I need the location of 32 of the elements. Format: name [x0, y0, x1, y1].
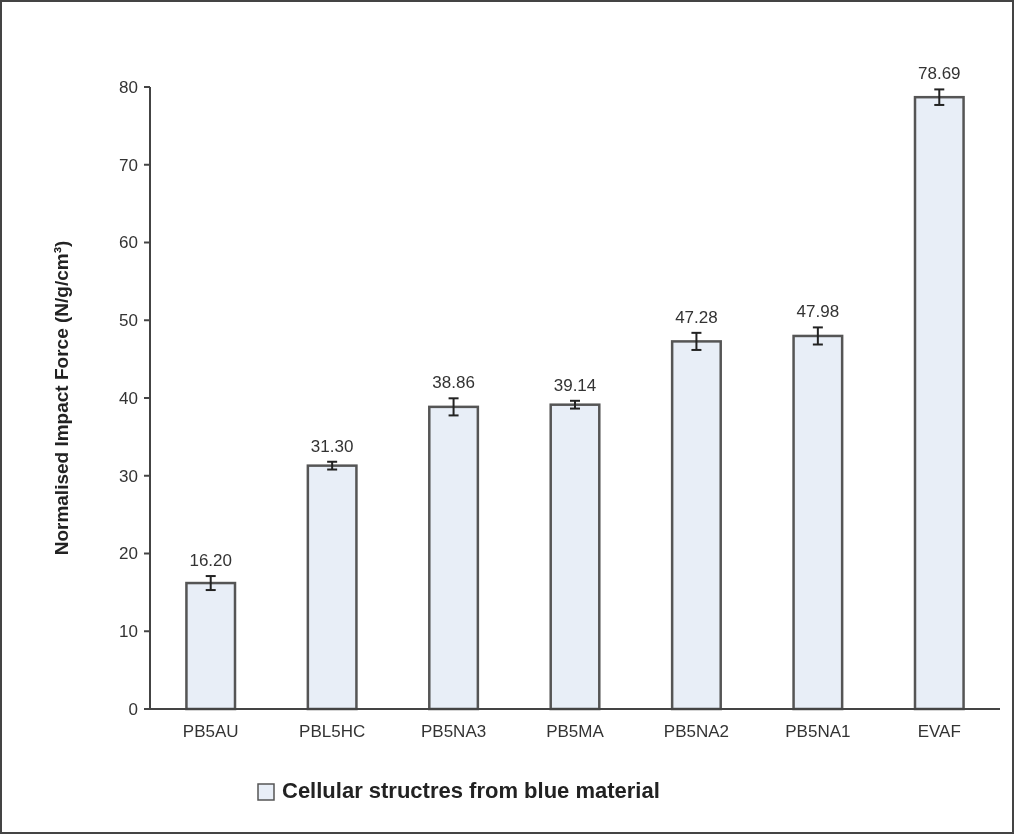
y-tick-label: 40 [119, 388, 138, 408]
bar [306, 464, 358, 711]
bar [428, 405, 480, 711]
data-label: 31.30 [310, 436, 354, 456]
bar [792, 334, 844, 711]
data-label: 39.14 [553, 375, 597, 395]
y-tick-label: 50 [119, 311, 138, 331]
legend-label: Cellular structres from blue material [282, 778, 660, 803]
bar [185, 581, 237, 711]
x-tick-label: PB5NA2 [663, 722, 730, 741]
x-tick-label: EVAF [917, 722, 961, 741]
y-tick-label: 10 [119, 622, 138, 642]
y-tick-label: 30 [119, 466, 138, 486]
y-tick-label: 0 [128, 699, 138, 719]
y-tick-label: 80 [119, 77, 138, 97]
x-tick-label: PB5NA1 [785, 722, 851, 741]
x-tick-label: PB5NA3 [420, 722, 487, 741]
data-label: 38.86 [432, 373, 475, 393]
x-tick-label: PB5AU [182, 722, 239, 741]
x-tick-label: PBL5HC [299, 722, 366, 741]
x-tick-label: PB5MA [546, 722, 605, 741]
data-label: 16.20 [189, 551, 232, 571]
bar [913, 95, 965, 711]
y-tick-label: 20 [119, 544, 138, 564]
bar [670, 340, 722, 711]
y-tick-label: 70 [119, 155, 138, 175]
data-label: 47.98 [796, 302, 840, 322]
data-label: 78.69 [918, 64, 961, 84]
data-label: 47.28 [675, 307, 718, 327]
y-tick-label: 60 [119, 233, 138, 253]
y-axis-title: Normalised Impact Force (N/g/cm³) [51, 240, 72, 556]
bar [549, 403, 601, 711]
